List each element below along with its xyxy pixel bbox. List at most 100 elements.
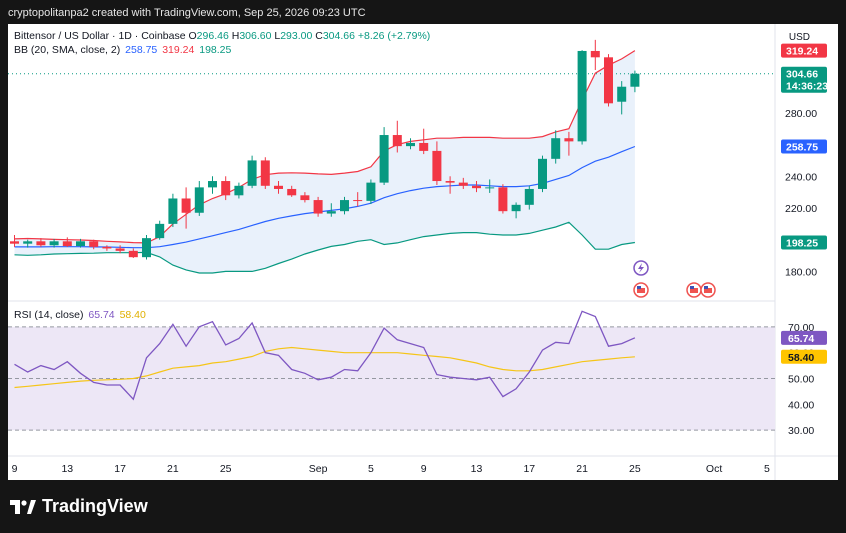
candle-body[interactable] <box>274 185 283 189</box>
us-economic-event-icon-flag <box>637 288 645 293</box>
candle-body[interactable] <box>36 241 46 246</box>
candle-body[interactable] <box>485 187 495 189</box>
candle-body[interactable] <box>10 241 19 244</box>
brand-name: TradingView <box>42 496 148 516</box>
candle-body[interactable] <box>221 181 231 196</box>
candle-body[interactable] <box>564 138 574 142</box>
candle-body[interactable] <box>168 198 178 224</box>
ohlc-values: O296.46 H306.60 L293.00 C304.66 +8.26 (+… <box>188 30 431 42</box>
lightning-bolt <box>638 263 644 273</box>
candle-body[interactable] <box>62 241 72 247</box>
candle-body[interactable] <box>247 160 257 186</box>
candle-body[interactable] <box>379 135 389 183</box>
candle-body[interactable] <box>511 204 521 212</box>
candle-body[interactable] <box>406 142 415 147</box>
bb-legend: BB (20, SMA, close, 2) 258.75 319.24 198… <box>14 44 232 56</box>
us-economic-event-icon[interactable] <box>700 282 716 298</box>
candle-body[interactable] <box>472 185 481 189</box>
rsi-tick-label: 50.00 <box>788 374 814 386</box>
rsi-value-label-text: 65.74 <box>788 333 814 345</box>
candle-body[interactable] <box>498 187 508 212</box>
rsi-value-label-bg <box>781 330 827 345</box>
bb-upper-value: 319.24 <box>162 44 195 56</box>
candle-body[interactable] <box>538 158 547 189</box>
lightning-event-icon[interactable] <box>633 260 649 276</box>
time-tick-label: 17 <box>114 463 126 475</box>
us-economic-event-icon[interactable] <box>686 282 702 298</box>
candle-body[interactable] <box>353 200 363 202</box>
rsi-legend: RSI (14, close) 65.74 58.40 <box>14 309 146 321</box>
candle-body[interactable] <box>194 187 204 213</box>
us-economic-event-icon-flag <box>690 288 698 293</box>
candle-body[interactable] <box>577 50 587 142</box>
candle-body[interactable] <box>234 185 244 196</box>
tradingview-logo: TradingView <box>10 496 148 517</box>
us-economic-event-icon-flag <box>704 288 712 293</box>
candle-body[interactable] <box>260 160 270 186</box>
candle-body[interactable] <box>551 138 561 159</box>
us-economic-event-icon-flag-canton <box>690 286 694 289</box>
rsi-ma-line <box>14 346 635 389</box>
candle-body[interactable] <box>181 198 191 213</box>
candle-body[interactable] <box>300 195 310 201</box>
candle-body[interactable] <box>49 241 59 246</box>
price-tick-label: 240.00 <box>785 171 817 183</box>
rsi-line <box>14 310 636 401</box>
time-tick-label: 5 <box>368 463 374 475</box>
symbol-title: Bittensor / US Dollar · 1D · Coinbase <box>14 30 186 42</box>
candle-body[interactable] <box>419 142 429 151</box>
us-economic-event-icon-flag-canton <box>637 286 641 289</box>
candle-body[interactable] <box>142 238 151 258</box>
candle-body[interactable] <box>392 135 402 147</box>
chart-credit: cryptopolitanpa2 created with TradingVie… <box>8 7 366 19</box>
candle-body[interactable] <box>76 241 85 247</box>
candle-body[interactable] <box>524 188 534 205</box>
price-tick-label: 280.00 <box>785 108 817 120</box>
candle-body[interactable] <box>313 200 323 214</box>
rsi-ma-label: 58.40 <box>781 349 827 364</box>
candle-body[interactable] <box>326 211 336 214</box>
rsi-ma-label-text: 58.40 <box>788 352 814 364</box>
bb-upper-line <box>14 50 636 244</box>
candle-body[interactable] <box>102 246 112 249</box>
rsi-tick-label: 70.00 <box>788 322 814 334</box>
bb-upper-price-label-text: 319.24 <box>786 46 818 58</box>
time-tick-label: 25 <box>220 463 232 475</box>
bb-basis-line <box>14 145 636 249</box>
bb-basis-price-label-bg <box>781 139 827 154</box>
candle-body[interactable] <box>458 182 468 186</box>
price-change: +8.26 (+2.79%) <box>357 30 431 42</box>
candle-body[interactable] <box>23 241 33 244</box>
time-tick-label: Sep <box>309 463 328 475</box>
candle-body[interactable] <box>604 57 613 104</box>
candle-body[interactable] <box>89 241 99 247</box>
rsi-ma-label-bg <box>781 349 827 364</box>
candle-body[interactable] <box>366 182 376 201</box>
bb-lower-value: 198.25 <box>199 44 232 56</box>
candle-body[interactable] <box>432 150 442 182</box>
currency-label: USD <box>788 32 810 43</box>
candle-body[interactable] <box>340 200 349 212</box>
bb-band-fill <box>14 50 635 273</box>
candle-body[interactable] <box>630 73 640 87</box>
candle-body[interactable] <box>617 86 627 102</box>
time-tick-label: Oct <box>706 463 722 475</box>
bb-lower-price-label-bg <box>781 235 827 250</box>
candle-body[interactable] <box>208 181 217 188</box>
us-economic-event-icon[interactable] <box>633 282 649 298</box>
tradingview-icon <box>10 499 36 514</box>
candle-body[interactable] <box>590 50 600 58</box>
candle-body[interactable] <box>128 250 138 258</box>
chart-canvas[interactable]: 180.00200.00220.00240.00260.00280.00300.… <box>8 24 838 480</box>
time-tick-label: 5 <box>764 463 770 475</box>
last-price-label-text: 14:36:23 <box>786 81 828 93</box>
chart-panel[interactable]: Bittensor / US Dollar · 1D · Coinbase O2… <box>8 24 838 480</box>
candle-body[interactable] <box>445 181 455 183</box>
rsi-tick-label: 40.00 <box>788 399 814 411</box>
candle-body[interactable] <box>287 188 297 196</box>
time-tick-label: 17 <box>523 463 535 475</box>
candle-body[interactable] <box>115 248 125 251</box>
candle-body[interactable] <box>155 223 165 239</box>
rsi-value-label: 65.74 <box>781 330 827 345</box>
